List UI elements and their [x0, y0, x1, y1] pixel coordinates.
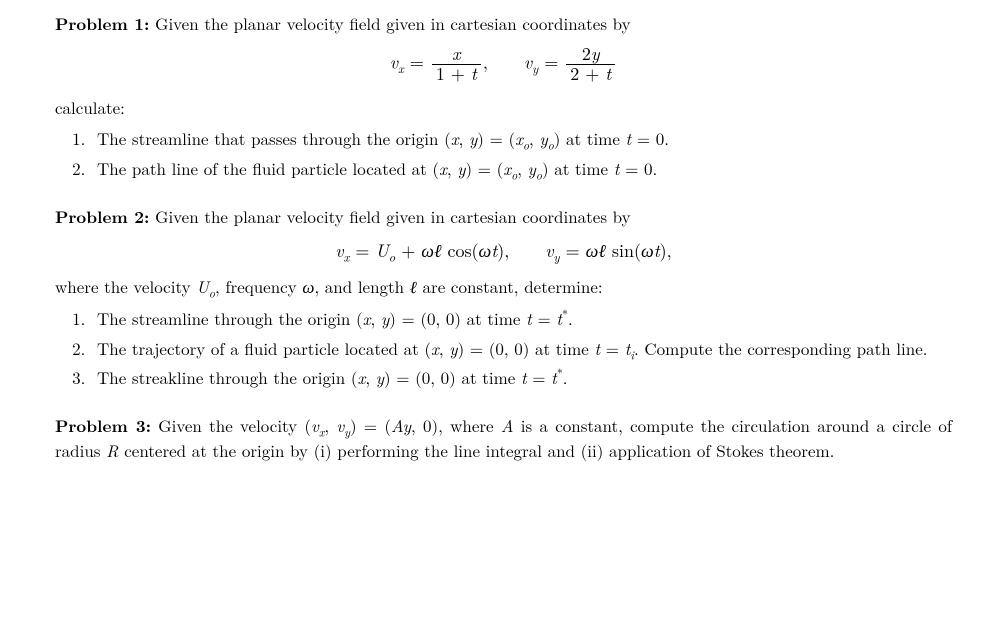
page: Problem 1: Given the planar velocity fie… [0, 0, 1002, 637]
problem-2-intro: Problem 2: Given the planar velocity fie… [55, 205, 952, 230]
eq-equals-2: = [544, 49, 564, 74]
problem-2-equation: vx = Uo + ωℓ cos(ωt), vy = ωℓ sin(ωt), [55, 238, 952, 263]
eq-vx-frac: x 1 + t [432, 45, 481, 84]
eq-vy-den-wrap: 2 + t [566, 65, 615, 84]
eq-vy-sym: v [524, 49, 532, 74]
list-item: The streakline through the origin (x, y)… [91, 366, 952, 390]
problem-3-text: Problem 3: Given the velocity (vx, vy) =… [55, 414, 952, 463]
problem-1-list: The streamline that passes through the o… [55, 127, 952, 181]
list-item: The trajectory of a fluid particle locat… [91, 337, 952, 361]
eq-vy-sub: y [532, 59, 538, 77]
problem-3-heading: Problem 3: [55, 414, 151, 438]
eq2-vx-sym: v [335, 238, 343, 263]
eq-equals-1: = [410, 49, 430, 74]
list-item: The streamline that passes through the o… [91, 127, 952, 151]
eq2-rhs-y: = ωℓ sin(ωt), [566, 238, 672, 263]
eq-vx-sym: v [390, 49, 398, 74]
eq-vx-sub: x [398, 59, 404, 77]
problem-2-where: where the velocity Uo, frequency ω, and … [55, 275, 952, 299]
eq2-rhs-x: = Uo + ωℓ cos(ωt), [355, 238, 509, 263]
problem-2-list: The streamline through the origin (x, y)… [55, 307, 952, 390]
eq-comma: , [483, 49, 488, 74]
problem-1-calculate: calculate: [55, 96, 952, 120]
problem-2-intro-text: Given the planar velocity field given in… [155, 204, 631, 228]
eq2-vx-sub: x [344, 247, 350, 265]
list-item: The streamline through the origin (x, y)… [91, 307, 952, 331]
list-item: The path line of the fluid particle loca… [91, 157, 952, 181]
problem-1-heading: Problem 1: [55, 12, 149, 36]
problem-1-equation: vx = x 1 + t , vy = 2y 2 + t [55, 45, 952, 84]
problem-1-intro-text: Given the planar velocity field given in… [155, 11, 631, 35]
eq-vy-frac: 2y 2 + t [566, 45, 615, 84]
eq-vy-den: 2 + t [570, 61, 611, 86]
eq-vx-den-wrap: 1 + t [432, 65, 481, 84]
problem-2-heading: Problem 2: [55, 205, 149, 229]
eq2-vy-sym: v [545, 238, 553, 263]
problem-1-intro: Problem 1: Given the planar velocity fie… [55, 12, 952, 37]
eq-vx-den: 1 + t [436, 61, 477, 86]
eq2-vy-sub: y [554, 247, 560, 265]
